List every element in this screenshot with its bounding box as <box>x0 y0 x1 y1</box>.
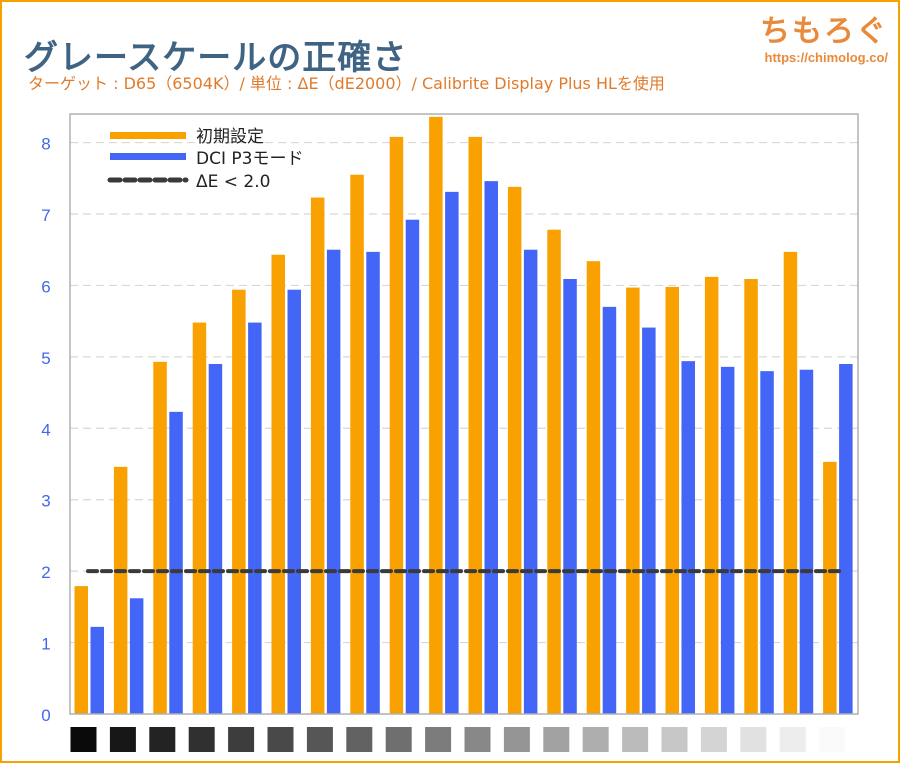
bar-default <box>507 186 522 714</box>
bar-dci-p3 <box>445 191 459 714</box>
y-tick-label: 2 <box>41 563 50 582</box>
bar-default <box>586 261 601 714</box>
bar-dci-p3 <box>169 411 183 714</box>
grayscale-swatch <box>464 727 491 752</box>
bar-dci-p3 <box>602 306 617 714</box>
grayscale-swatch <box>425 727 452 752</box>
logo-url: https://chimolog.co/ <box>764 50 889 65</box>
grayscale-swatch <box>582 727 609 752</box>
bar-default <box>547 229 561 714</box>
grayscale-swatch <box>740 727 767 752</box>
bar-default <box>429 116 443 715</box>
bar-default <box>192 322 207 714</box>
grayscale-swatch <box>149 727 176 752</box>
bar-dci-p3 <box>484 181 498 715</box>
bar-default <box>783 251 798 714</box>
grayscale-swatch <box>700 727 727 752</box>
legend-swatch-default <box>110 132 186 139</box>
bar-default <box>389 136 404 714</box>
bar-default <box>271 254 285 714</box>
grayscale-swatch <box>779 727 806 752</box>
bar-dci-p3 <box>681 361 695 714</box>
grayscale-swatch <box>188 727 215 752</box>
bar-dci-p3 <box>760 371 774 714</box>
bar-default <box>626 287 640 714</box>
bar-dci-p3 <box>523 249 538 714</box>
grayscale-swatch <box>346 727 373 752</box>
grayscale-swatch <box>70 727 97 752</box>
bar-dci-p3 <box>642 327 656 714</box>
logo-text: ちもろぐ <box>760 14 888 49</box>
bar-default <box>665 286 679 714</box>
site-logo: ちもろぐ https://chimolog.co/ <box>760 6 888 65</box>
grayscale-swatch <box>503 727 530 752</box>
legend-label: 初期設定 <box>196 127 264 147</box>
chart-subtitle: ターゲット : D65（6504K）/ 単位 : ΔE（dE2000）/ Cal… <box>28 74 665 93</box>
grayscale-swatch <box>228 727 255 752</box>
bar-default <box>113 466 128 714</box>
bar-default <box>744 279 758 714</box>
grayscale-swatch <box>661 727 688 752</box>
bar-default <box>232 289 246 714</box>
bar-dci-p3 <box>208 364 223 714</box>
y-tick-label: 1 <box>41 635 50 654</box>
y-tick-label: 0 <box>41 706 50 725</box>
y-tick-label: 4 <box>41 420 50 439</box>
bar-dci-p3 <box>129 598 144 714</box>
grayscale-swatch <box>385 727 412 752</box>
grayscale-swatch <box>622 727 649 752</box>
bar-default <box>704 276 719 714</box>
bar-dci-p3 <box>90 626 104 714</box>
bar-default <box>74 586 88 714</box>
legend-swatch-dci-p3 <box>110 153 186 160</box>
chart-title: グレースケールの正確さ <box>24 38 408 78</box>
y-tick-label: 7 <box>41 206 50 225</box>
grayscale-swatch <box>267 727 294 752</box>
bar-dci-p3 <box>326 249 341 714</box>
bar-dci-p3 <box>799 369 814 714</box>
grayscale-swatch <box>543 727 570 752</box>
bar-default <box>310 197 325 715</box>
bar-dci-p3 <box>248 322 262 714</box>
bar-default <box>350 174 364 714</box>
grayscale-swatch <box>819 727 846 752</box>
y-tick-label: 8 <box>41 135 50 154</box>
legend-label: ΔE < 2.0 <box>196 172 270 192</box>
y-tick-label: 5 <box>41 349 50 368</box>
bar-dci-p3 <box>720 366 735 714</box>
grayscale-swatch <box>109 727 136 752</box>
bar-default <box>153 361 167 714</box>
legend-label: DCI P3モード <box>196 149 303 169</box>
grayscale-swatch <box>306 727 333 752</box>
bar-dci-p3 <box>287 289 301 714</box>
bar-dci-p3 <box>563 279 577 714</box>
bar-dci-p3 <box>405 219 420 714</box>
y-tick-label: 6 <box>41 277 50 296</box>
bar-dci-p3 <box>366 251 380 714</box>
bar-default <box>823 461 837 714</box>
bar-default <box>468 136 482 714</box>
plot-area-border <box>69 113 859 715</box>
y-tick-label: 3 <box>41 492 50 511</box>
bar-dci-p3 <box>839 364 853 714</box>
